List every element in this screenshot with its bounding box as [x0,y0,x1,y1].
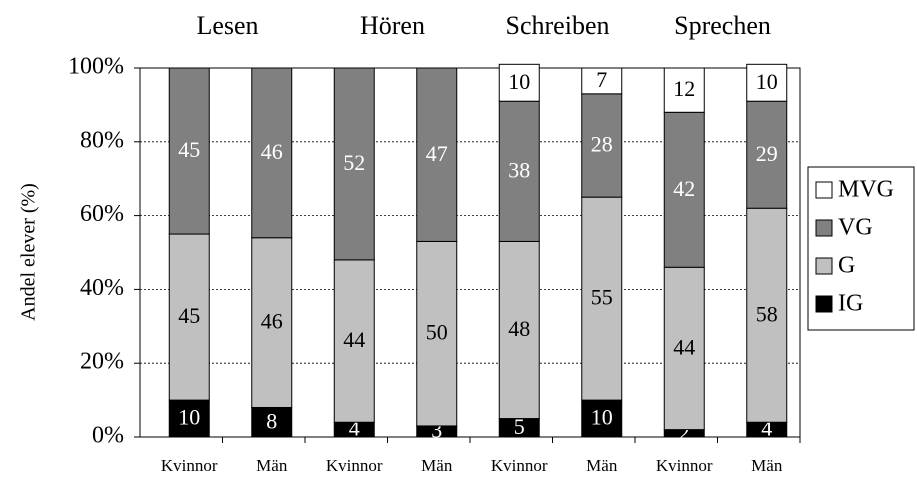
bar-value-label: 3 [431,418,442,443]
bar-segment [168,67,210,235]
bar-segment [746,207,788,423]
bar-value-label: 2 [679,419,690,444]
bar-value-label: 8 [266,408,277,433]
bar-value-label: 46 [261,139,283,164]
bar-value-label: 50 [426,320,448,345]
legend-label: MVG [838,177,894,203]
bar-segment [333,259,375,423]
bar-segment [251,406,293,438]
bar-value-label: 46 [261,309,283,334]
bar-value-label: 4 [761,416,772,441]
bar-value-label: 44 [673,334,695,359]
bar-value-label: 45 [178,303,200,328]
x-tick-label: Kvinnor [491,456,548,475]
x-tick-label: Män [586,456,618,475]
bar-segment [251,237,293,408]
legend-swatch [815,181,833,199]
bar-segment [746,63,788,102]
x-tick-label: Kvinnor [656,456,713,475]
legend-swatch [815,257,833,275]
bar-value-label: 10 [591,405,613,430]
bar-value-label: 4 [349,416,360,441]
x-tick-label: Män [421,456,453,475]
legend-label: G [838,253,855,279]
group-label: Lesen [196,11,258,40]
bar-value-label: 29 [756,141,778,166]
bar-segment [581,93,623,198]
bar-value-label: 42 [673,176,695,201]
group-label: Hören [360,11,425,40]
bar-segment [416,240,458,427]
y-tick-label: 0% [92,423,124,449]
bar-value-label: 10 [178,405,200,430]
bar-segment [581,196,623,401]
bar-value-label: 7 [596,67,607,92]
bar-value-label: 45 [178,137,200,162]
bar-segment [416,67,458,242]
x-tick-label: Kvinnor [161,456,218,475]
bar-value-label: 52 [343,150,365,175]
bar-value-label: 47 [426,141,448,166]
bar-value-label: 10 [756,69,778,94]
y-axis-label: Andel elever (%) [18,183,40,321]
legend-label: VG [838,215,873,241]
group-label: Schreiben [506,11,610,40]
bar-value-label: 44 [343,327,365,352]
legend-swatch [815,219,833,237]
bar-segment [333,67,375,261]
bar-segment [251,67,293,239]
y-tick-label: 20% [80,349,124,375]
bar-segment [168,233,210,401]
x-tick-label: Kvinnor [326,456,383,475]
bar-segment [746,100,788,209]
bar-segment [498,63,540,102]
y-tick-label: 60% [80,201,124,227]
y-tick-label: 80% [80,127,124,153]
legend-label: IG [838,291,863,317]
x-tick-label: Män [256,456,288,475]
bar-value-label: 55 [591,285,613,310]
y-tick-label: 40% [80,275,124,301]
bar-value-label: 38 [508,157,530,182]
group-label: Sprechen [674,11,771,40]
bar-value-label: 10 [508,69,530,94]
bar-segment [663,67,705,113]
x-tick-label: Män [751,456,783,475]
bar-value-label: 28 [591,132,613,157]
y-tick-label: 100% [68,54,124,80]
legend-swatch [815,295,833,313]
bar-value-label: 5 [514,414,525,439]
bar-segment [581,67,623,95]
bar-value-label: 58 [756,301,778,326]
bar-value-label: 12 [673,76,695,101]
bar-value-label: 48 [508,316,530,341]
bar-segment [168,399,210,438]
